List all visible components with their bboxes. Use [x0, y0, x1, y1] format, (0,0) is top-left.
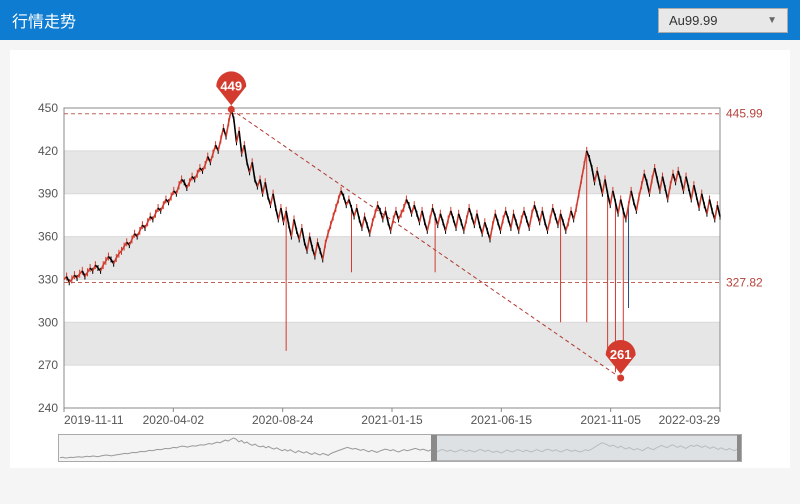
svg-text:449: 449 [220, 78, 242, 93]
svg-text:2022-03-29: 2022-03-29 [659, 413, 721, 427]
svg-text:2020-04-02: 2020-04-02 [143, 413, 205, 427]
select-value: Au99.99 [669, 13, 717, 28]
svg-text:240: 240 [38, 401, 58, 415]
svg-text:2020-08-24: 2020-08-24 [252, 413, 314, 427]
svg-text:270: 270 [38, 358, 58, 372]
chevron-down-icon: ▼ [767, 15, 777, 26]
range-slider[interactable] [58, 434, 742, 462]
svg-text:2021-06-15: 2021-06-15 [471, 413, 533, 427]
instrument-select[interactable]: Au99.99 ▼ [658, 8, 788, 33]
svg-text:261: 261 [610, 347, 632, 362]
price-chart[interactable]: 240 270 300 330 360 390 420 450 445.99 327.82 2019… [18, 60, 782, 430]
svg-text:390: 390 [38, 187, 58, 201]
svg-text:2021-01-15: 2021-01-15 [361, 413, 423, 427]
svg-text:445.99: 445.99 [726, 107, 763, 121]
svg-text:450: 450 [38, 101, 58, 115]
svg-text:2021-11-05: 2021-11-05 [580, 413, 641, 427]
svg-text:420: 420 [38, 144, 58, 158]
svg-text:360: 360 [38, 230, 58, 244]
svg-text:330: 330 [38, 272, 58, 286]
header-bar: 行情走势 Au99.99 ▼ [0, 0, 800, 40]
svg-text:2019-11-11: 2019-11-11 [64, 413, 124, 427]
svg-text:327.82: 327.82 [726, 276, 763, 290]
chart-panel: 240 270 300 330 360 390 420 450 445.99 327.82 2019… [10, 50, 790, 468]
page-title: 行情走势 [12, 8, 76, 32]
svg-text:300: 300 [38, 315, 58, 329]
